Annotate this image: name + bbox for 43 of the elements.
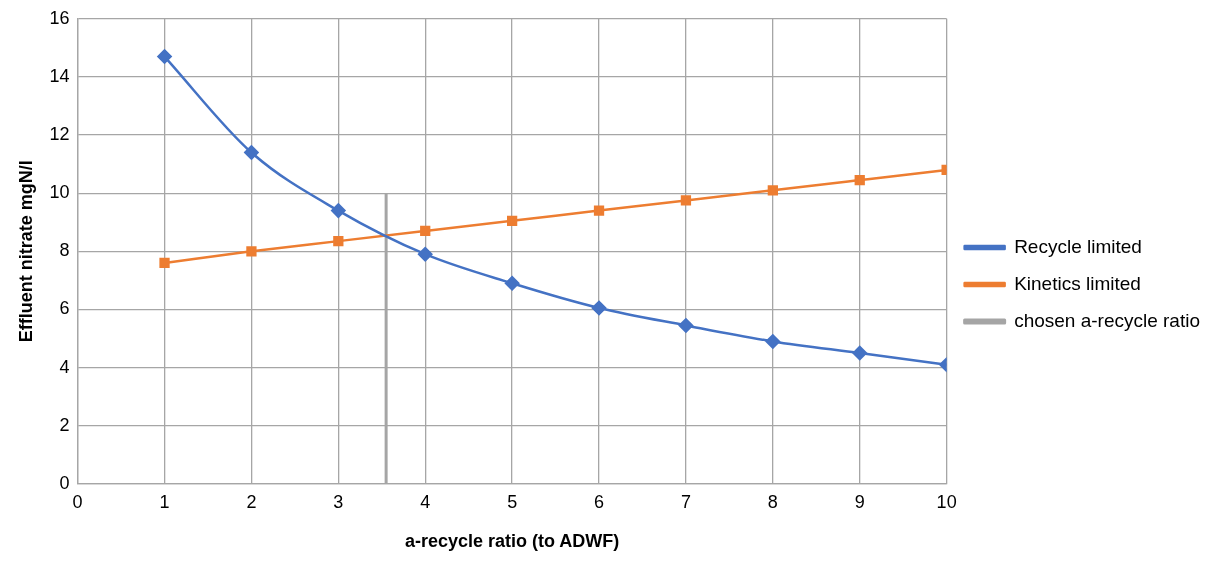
- point: [591, 300, 607, 316]
- x-tick-label: 10: [936, 491, 957, 512]
- point: [246, 246, 257, 257]
- x-tick-label: 8: [767, 491, 778, 512]
- legend-label: Kinetics limited: [1014, 272, 1141, 294]
- y-tick-label: 0: [59, 472, 70, 493]
- x-tick-label: 6: [594, 491, 605, 512]
- y-tick-label: 6: [59, 298, 70, 319]
- y-tick-label: 8: [59, 240, 70, 261]
- point: [417, 246, 433, 262]
- point: [852, 345, 867, 361]
- point: [159, 257, 170, 269]
- point: [331, 203, 346, 218]
- point: [593, 205, 605, 216]
- x-axis-title: a-recycle ratio (to ADWF): [404, 531, 620, 552]
- y-tick-label: 14: [49, 65, 70, 86]
- y-tick-label: 12: [49, 124, 70, 145]
- legend-label: Recycle limited: [1014, 235, 1142, 257]
- point: [244, 145, 259, 160]
- x-tick-label: 5: [507, 491, 518, 512]
- point: [506, 215, 518, 226]
- point: [420, 225, 431, 237]
- x-tick-label: 0: [72, 491, 83, 512]
- point: [854, 174, 865, 186]
- x-tick-label: 1: [159, 491, 170, 512]
- legend-label: chosen a-recycle ratio: [1014, 309, 1201, 331]
- point: [157, 49, 172, 64]
- point: [767, 185, 778, 196]
- x-tick-label: 2: [246, 491, 257, 512]
- point: [678, 318, 694, 333]
- x-tick-label: 3: [333, 491, 344, 512]
- x-tick-label: 4: [420, 491, 431, 512]
- y-axis-title: Effluent nitrate mgN/l: [15, 160, 36, 343]
- y-tick-label: 2: [59, 414, 70, 435]
- point: [504, 276, 520, 291]
- point: [333, 235, 344, 247]
- y-tick-label: 10: [49, 182, 70, 203]
- point: [765, 334, 781, 349]
- point: [680, 195, 692, 206]
- x-tick-label: 7: [680, 491, 691, 512]
- y-tick-label: 16: [49, 7, 70, 28]
- y-tick-label: 4: [59, 356, 70, 377]
- x-tick-label: 9: [854, 491, 865, 512]
